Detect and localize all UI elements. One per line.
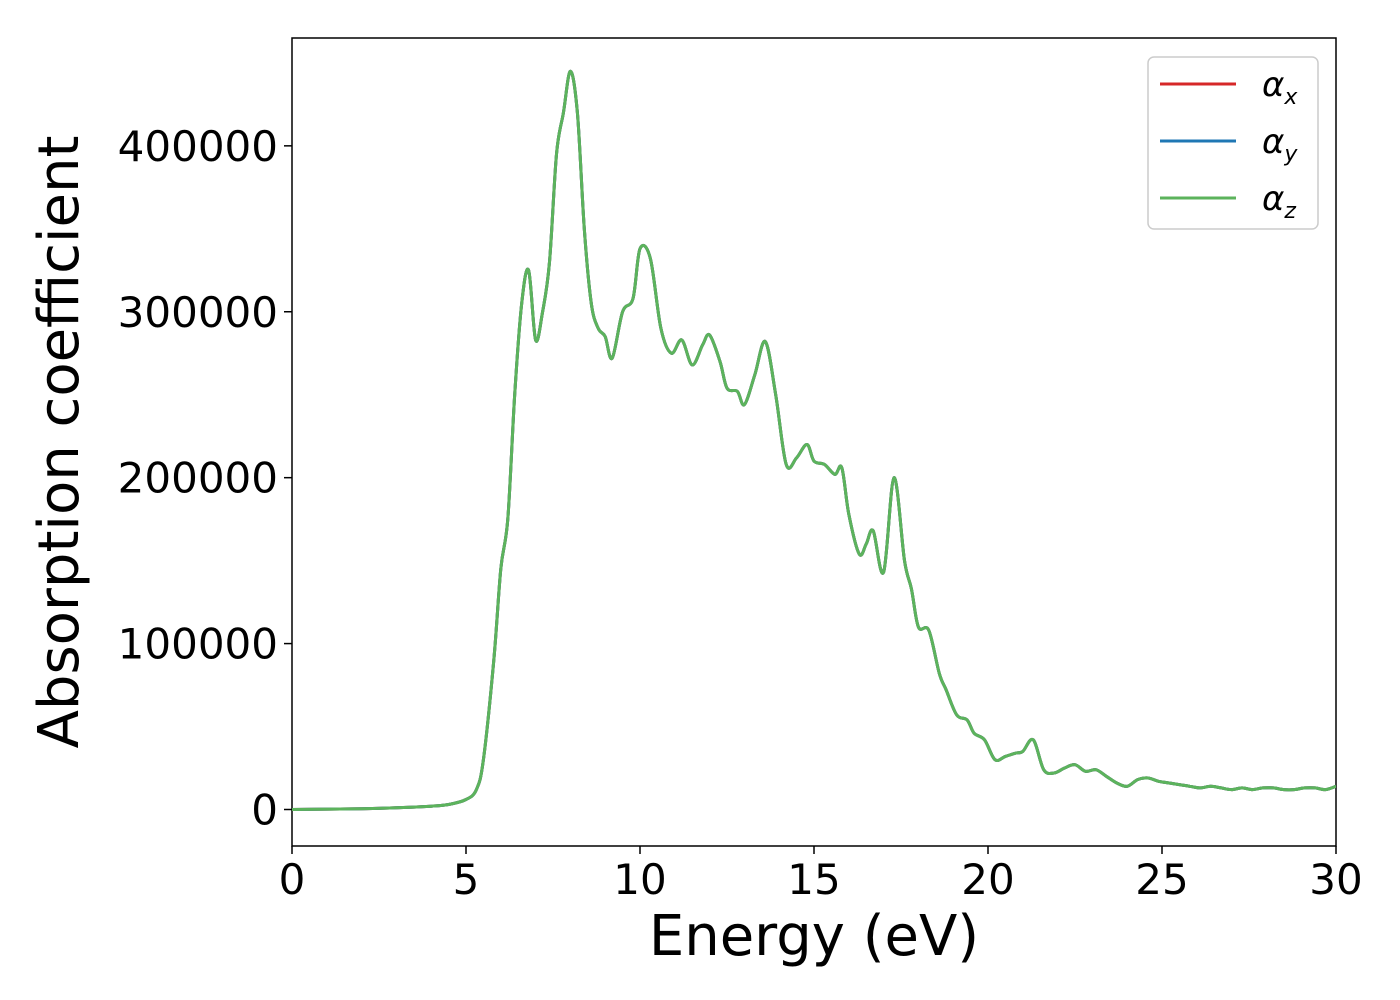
series-layer	[292, 69, 1336, 811]
series-line-alpha-z	[292, 69, 1336, 811]
x-axis-title: Energy (eV)	[649, 904, 979, 969]
x-tick-label: 5	[453, 855, 480, 904]
legend-label-alpha-x: αx	[1262, 65, 1298, 110]
y-tick-label: 300000	[118, 288, 278, 337]
x-axis-ticks: 0 5 10 15 20 25 30	[279, 846, 1363, 904]
legend: αx αy αz	[1147, 56, 1319, 230]
x-tick-label: 20	[961, 855, 1014, 904]
y-tick-label: 100000	[118, 620, 278, 669]
x-tick-label: 10	[613, 855, 666, 904]
y-axis-ticks: 0 100000 200000 300000 400000	[118, 122, 292, 834]
legend-box	[1147, 56, 1319, 230]
x-tick-label: 0	[279, 855, 306, 904]
y-tick-label: 400000	[118, 122, 278, 171]
legend-label-alpha-z: αz	[1262, 179, 1296, 224]
legend-items: αx αy αz	[1160, 65, 1298, 224]
y-tick-label: 0	[251, 785, 278, 834]
legend-label-alpha-y: αy	[1262, 122, 1298, 167]
x-tick-label: 15	[787, 855, 840, 904]
x-tick-label: 25	[1135, 855, 1188, 904]
y-tick-label: 200000	[118, 454, 278, 503]
y-axis-title: Absorption coefficient	[27, 136, 92, 749]
x-tick-label: 30	[1309, 855, 1362, 904]
